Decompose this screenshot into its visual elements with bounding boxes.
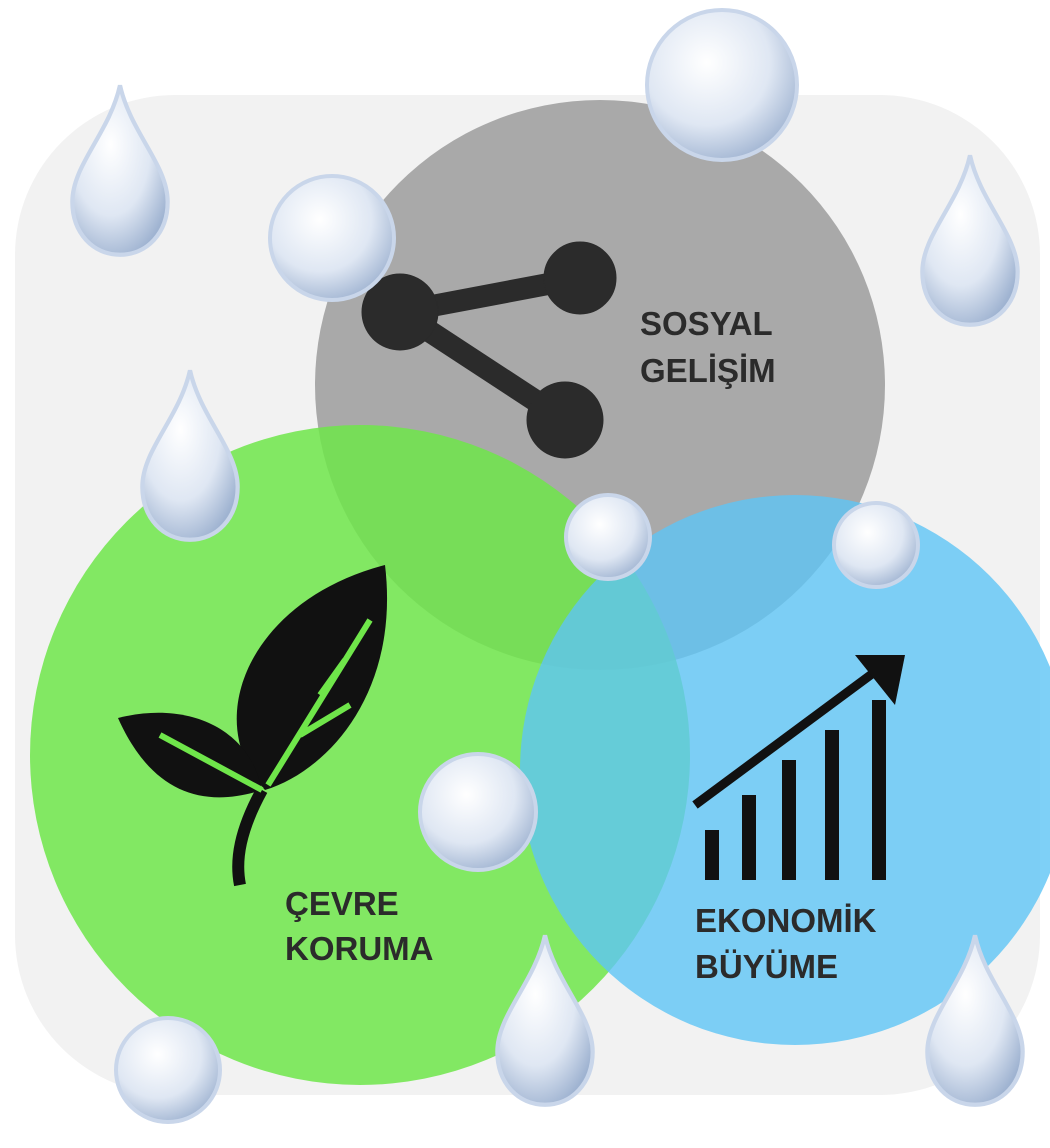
environment-circle (30, 425, 690, 1085)
node-label: SOSYAL (640, 305, 773, 342)
leaf-icon (118, 565, 388, 887)
node-label: ÇEVRE (285, 885, 399, 922)
share-icon (361, 241, 617, 459)
node-label: BÜYÜME (695, 948, 838, 985)
water-drops (114, 8, 920, 1124)
node-label: GELİŞİM (640, 352, 776, 389)
node-label: KORUMA (285, 930, 433, 967)
growth-icon (692, 655, 905, 880)
node-label: EKONOMİK (695, 902, 877, 939)
